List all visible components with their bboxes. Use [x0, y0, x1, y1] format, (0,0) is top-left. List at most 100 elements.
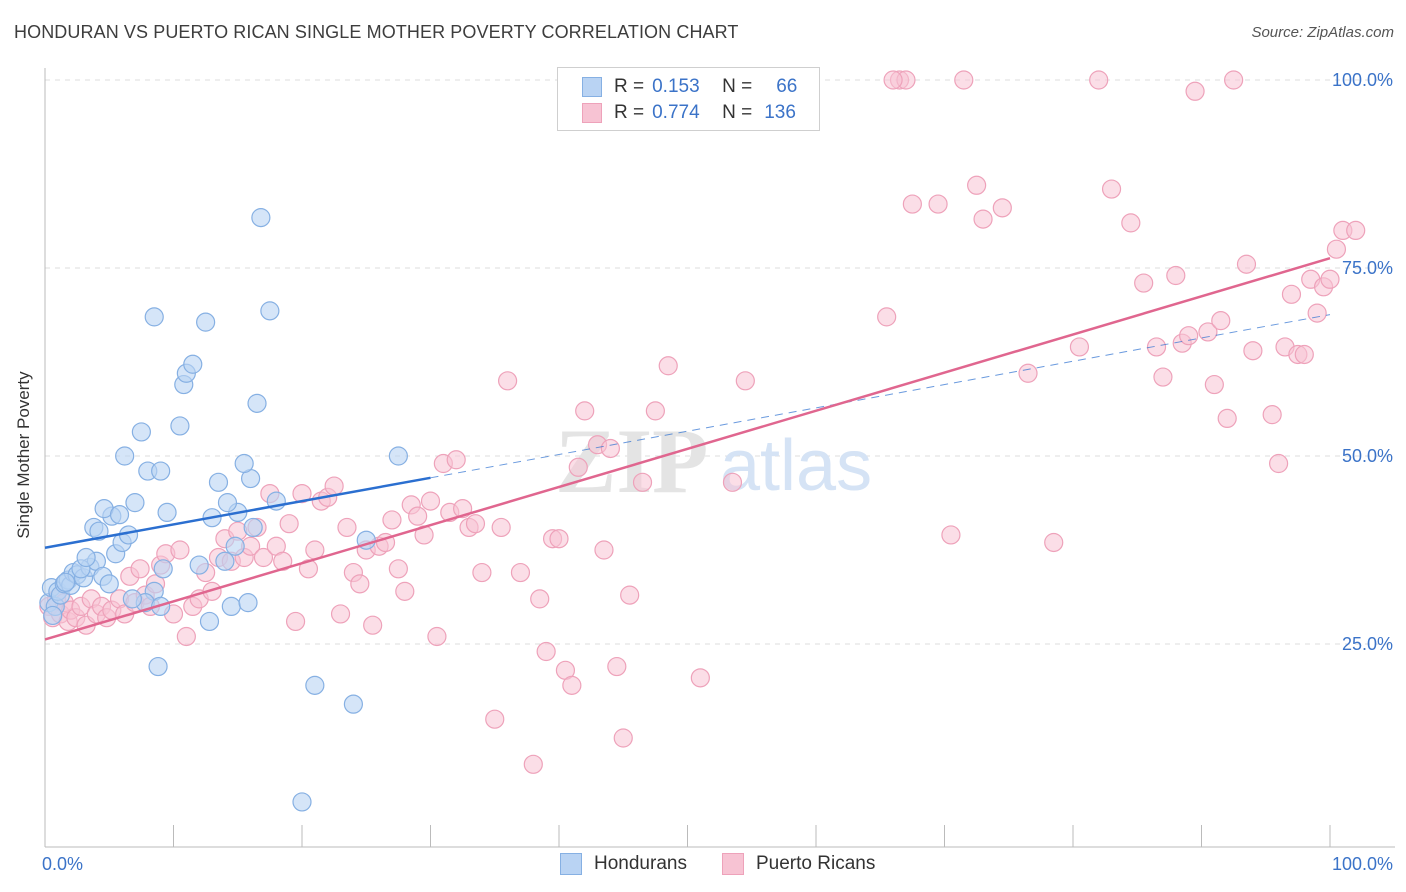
- puerto-rican-point: [600, 438, 621, 459]
- puerto-rican-point: [1153, 367, 1173, 387]
- honduran-point: [157, 502, 177, 523]
- honduran-point: [343, 694, 363, 714]
- puerto-rican-point: [620, 585, 640, 605]
- puerto-rican-point: [607, 656, 627, 677]
- puerto-rican-point: [1198, 322, 1218, 342]
- puerto-rican-point: [363, 615, 383, 635]
- puerto-rican-point: [735, 371, 755, 391]
- y-axis-label: Single Mother Poverty: [14, 371, 33, 539]
- puerto-rican-point: [1185, 81, 1205, 101]
- y-tick-label: 50.0%: [1342, 446, 1393, 466]
- puerto-rican-point: [1262, 405, 1282, 425]
- puerto-rican-point: [1204, 374, 1224, 395]
- puerto-rican-point: [1217, 408, 1237, 428]
- puerto-rican-point: [690, 668, 710, 688]
- puerto-rican-point: [1044, 532, 1064, 553]
- puerto-rican-point: [883, 70, 903, 90]
- puerto-rican-point: [395, 581, 415, 601]
- honduran-point: [99, 574, 119, 594]
- honduran-point: [199, 611, 220, 632]
- honduran-point: [247, 393, 267, 413]
- watermark: ZIP atlas: [555, 410, 872, 512]
- honduran-point: [55, 572, 76, 592]
- honduran-point: [115, 446, 135, 466]
- legend-r-value: 0.774: [652, 102, 700, 123]
- y-tick-label: 100.0%: [1332, 70, 1393, 90]
- honduran-point: [131, 422, 151, 442]
- puerto-rican-point: [877, 307, 897, 327]
- puerto-rican-point: [722, 472, 743, 492]
- honduran-point: [189, 555, 209, 575]
- puerto-rican-point: [562, 675, 582, 695]
- honduran-point: [125, 493, 145, 513]
- puerto-rican-point: [613, 728, 633, 748]
- puerto-rican-point: [523, 754, 543, 774]
- honduran-point: [238, 593, 258, 613]
- honduran-point: [292, 792, 312, 812]
- puerto-rican-point: [1243, 341, 1263, 361]
- puerto-rican-point: [658, 356, 678, 376]
- legend-n-label: N =: [722, 76, 753, 97]
- honduran-point: [151, 461, 171, 481]
- honduran-point: [260, 301, 280, 321]
- trend-lines: [44, 257, 1331, 641]
- bottom-legend-swatch-pink: [722, 853, 744, 875]
- puerto-rican-point: [130, 559, 150, 579]
- bottom-legend-label: Hondurans: [594, 853, 687, 874]
- honduran-point: [234, 453, 254, 474]
- puerto-rican-point: [1268, 453, 1289, 474]
- honduran-points: [39, 208, 408, 812]
- puerto-rican-point: [285, 611, 306, 632]
- puerto-rican-point: [954, 70, 974, 90]
- puerto-rican-point: [170, 540, 190, 560]
- puerto-rican-point: [1281, 284, 1302, 304]
- honduran-point: [170, 416, 190, 436]
- x-tick-label: 100.0%: [1332, 854, 1393, 874]
- honduran-point: [208, 472, 229, 492]
- honduran-point: [251, 208, 271, 228]
- puerto-rican-point: [279, 514, 299, 534]
- x-tick-label: 0.0%: [42, 854, 83, 874]
- honduran-trend-line: [44, 476, 431, 549]
- puerto-rican-point: [1326, 239, 1347, 259]
- legend-row-puerto-ricans: R = 0.774 N = 136: [582, 101, 796, 125]
- puerto-rican-point: [1018, 363, 1038, 383]
- puerto-rican-point: [645, 401, 665, 421]
- puerto-rican-point: [1307, 303, 1327, 323]
- puerto-rican-point: [973, 209, 993, 229]
- puerto-rican-point: [1320, 269, 1340, 289]
- honduran-point: [217, 493, 238, 513]
- honduran-point: [89, 521, 109, 541]
- puerto-rican-point: [1294, 344, 1314, 365]
- puerto-rican-point: [1346, 220, 1366, 240]
- puerto-rican-point: [298, 559, 319, 579]
- puerto-rican-point: [632, 472, 653, 492]
- puerto-rican-point: [498, 371, 518, 391]
- legend-r-label: R =: [614, 76, 645, 97]
- legend-swatch-blue: [582, 77, 602, 97]
- puerto-rican-point: [594, 540, 614, 560]
- puerto-rican-point: [941, 525, 961, 545]
- honduran-point: [225, 536, 245, 556]
- puerto-rican-point: [510, 562, 531, 583]
- honduran-point: [109, 505, 130, 525]
- puerto-rican-point: [992, 198, 1012, 218]
- puerto-rican-point: [324, 476, 344, 496]
- tick-labels: 25.0% 50.0% 75.0% 100.0% 0.0% 100.0%: [42, 70, 1393, 874]
- puerto-rican-point: [1121, 213, 1141, 233]
- bottom-legend-puerto-ricans: Puerto Ricans: [722, 852, 875, 876]
- honduran-point: [153, 559, 173, 579]
- puerto-rican-point: [350, 574, 370, 594]
- puerto-rican-point: [1166, 265, 1186, 286]
- y-tick-label: 75.0%: [1342, 258, 1393, 278]
- puerto-rican-point: [1101, 179, 1122, 199]
- honduran-point: [148, 656, 168, 677]
- puerto-rican-point: [549, 529, 569, 549]
- source-label: Source: ZipAtlas.com: [1251, 24, 1394, 41]
- puerto-rican-point: [330, 604, 351, 624]
- legend-r-value: 0.153: [652, 76, 700, 97]
- puerto-rican-point: [472, 562, 492, 583]
- honduran-point: [388, 446, 408, 466]
- honduran-point: [221, 596, 241, 617]
- puerto-rican-point: [1069, 337, 1090, 357]
